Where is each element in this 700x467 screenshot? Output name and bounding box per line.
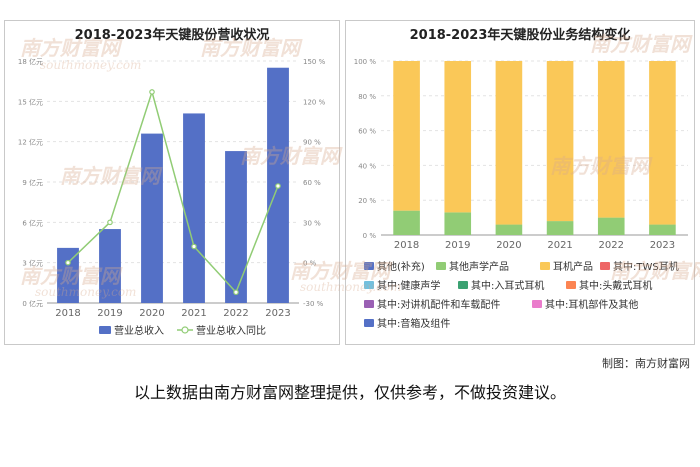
stacked-bar-segment xyxy=(597,217,625,235)
x-tick-label: 2021 xyxy=(547,240,572,251)
legend-swatch xyxy=(364,300,374,308)
legend-label: 耳机产品 xyxy=(553,260,593,273)
y-right-tick-label: 150 % xyxy=(303,58,326,66)
legend-label-revenue: 营业总收入 xyxy=(114,324,164,337)
structure-chart: 0 % 20 % 40 % 60 % 80 % 100 % 2018 2019 2020 2021… xyxy=(354,58,688,330)
legend-label: 其他声学产品 xyxy=(449,260,509,273)
y-right-tick-label: 0 % xyxy=(303,260,317,268)
y-right-tick-label: 60 % xyxy=(303,179,321,187)
legend-swatch xyxy=(540,262,550,270)
x-tick-label: 2019 xyxy=(445,240,470,251)
legend-swatch xyxy=(364,319,374,327)
y-right-tick-label: 120 % xyxy=(303,98,326,106)
chart-credit: 制图：南方财富网 xyxy=(602,357,690,370)
legend-swatch xyxy=(458,281,468,289)
revenue-bar xyxy=(183,113,205,303)
stacked-bar-segment xyxy=(495,61,523,225)
legend-swatch xyxy=(566,281,576,289)
legend-label: 其中:对讲机配件和车载配件 xyxy=(377,298,500,311)
stacked-bar-segment xyxy=(444,212,472,235)
y-tick-label: 40 % xyxy=(358,162,376,170)
business-structure-chart-panel: 2018-2023年天键股份业务结构变化 0 % 20 % 40 % 60 % 80 %… xyxy=(345,20,695,345)
x-tick-label: 2022 xyxy=(223,308,248,319)
y-left-tick-label: 6 亿元 xyxy=(22,218,43,227)
legend-swatch xyxy=(532,300,542,308)
legend-label: 其中:音箱及组件 xyxy=(377,317,450,330)
x-tick-label: 2018 xyxy=(55,308,80,319)
legend-label: 其中:TWS耳机 xyxy=(613,260,679,273)
legend-swatch xyxy=(364,262,374,270)
x-tick-label: 2021 xyxy=(181,308,206,319)
revenue-bar xyxy=(57,247,79,303)
legend-label: 其中:头戴式耳机 xyxy=(579,279,652,292)
y-tick-label: 100 % xyxy=(354,58,377,66)
y-right-tick-label: -30 % xyxy=(303,300,324,308)
y-tick-label: 0 % xyxy=(363,232,377,240)
revenue-bar xyxy=(141,133,163,303)
stacked-bar-segment xyxy=(597,61,625,218)
y-right-tick-label: 90 % xyxy=(303,139,321,147)
stacked-bar-segment xyxy=(393,210,420,235)
y-left-tick-label: 3 亿元 xyxy=(22,259,43,268)
yoy-point xyxy=(107,219,113,226)
stacked-bar-segment xyxy=(649,61,676,225)
yoy-point xyxy=(275,183,281,189)
stacked-bar-segment xyxy=(495,224,523,235)
stacked-bar-segment xyxy=(546,61,574,222)
revenue-chart-title: 2018-2023年天键股份营收状况 xyxy=(74,28,270,43)
legend-label: 其中:入耳式耳机 xyxy=(471,279,544,292)
y-tick-label: 20 % xyxy=(358,197,376,205)
x-tick-label: 2023 xyxy=(265,308,290,319)
revenue-bar xyxy=(225,151,247,303)
legend-label: 其中:健康声学 xyxy=(377,279,440,292)
legend-swatch xyxy=(600,262,610,270)
x-tick-label: 2020 xyxy=(139,308,164,319)
legend-swatch-revenue xyxy=(99,326,111,334)
yoy-point xyxy=(191,243,197,250)
revenue-chart: 0 亿元 -30 % 3 亿元 0 % 6 亿元 30 % 9 亿元 60 % 12 亿元 90 … xyxy=(18,57,326,337)
x-tick-label: 2023 xyxy=(650,240,675,251)
y-left-tick-label: 15 亿元 xyxy=(18,97,43,106)
x-tick-label: 2018 xyxy=(394,240,419,251)
yoy-point xyxy=(65,259,71,266)
disclaimer-text: 以上数据由南方财富网整理提供，仅供参考，不做投资建议。 xyxy=(133,383,566,402)
legend-label: 其中:耳机部件及其他 xyxy=(545,298,638,311)
yoy-point xyxy=(149,89,155,95)
yoy-point xyxy=(233,289,239,296)
y-left-tick-label: 0 亿元 xyxy=(22,299,43,308)
revenue-bar xyxy=(99,229,121,303)
legend-swatch xyxy=(364,281,374,289)
yoy-line xyxy=(67,89,279,294)
legend-marker-yoy xyxy=(181,326,189,334)
structure-chart-title: 2018-2023年天键股份业务结构变化 xyxy=(409,28,631,43)
stacked-bar-segment xyxy=(649,224,676,235)
stacked-bar-segment xyxy=(393,61,420,211)
x-tick-label: 2020 xyxy=(496,240,521,251)
legend-label-yoy: 营业总收入同比 xyxy=(196,324,266,337)
y-left-tick-label: 18 亿元 xyxy=(18,57,43,66)
y-left-tick-label: 12 亿元 xyxy=(18,138,43,147)
x-tick-label: 2022 xyxy=(599,240,624,251)
legend-label: 其他(补充) xyxy=(377,260,425,273)
stacked-bar-segment xyxy=(546,221,574,235)
x-tick-label: 2019 xyxy=(97,308,122,319)
y-left-tick-label: 9 亿元 xyxy=(22,178,43,187)
stacked-bar-segment xyxy=(444,61,472,213)
legend-swatch xyxy=(436,262,446,270)
revenue-chart-panel: 2018-2023年天键股份营收状况 0 亿元 -30 % 3 亿元 0 % 6 亿元 3… xyxy=(4,20,340,345)
y-right-tick-label: 30 % xyxy=(303,219,321,227)
y-tick-label: 80 % xyxy=(358,93,376,101)
y-tick-label: 60 % xyxy=(358,128,376,136)
